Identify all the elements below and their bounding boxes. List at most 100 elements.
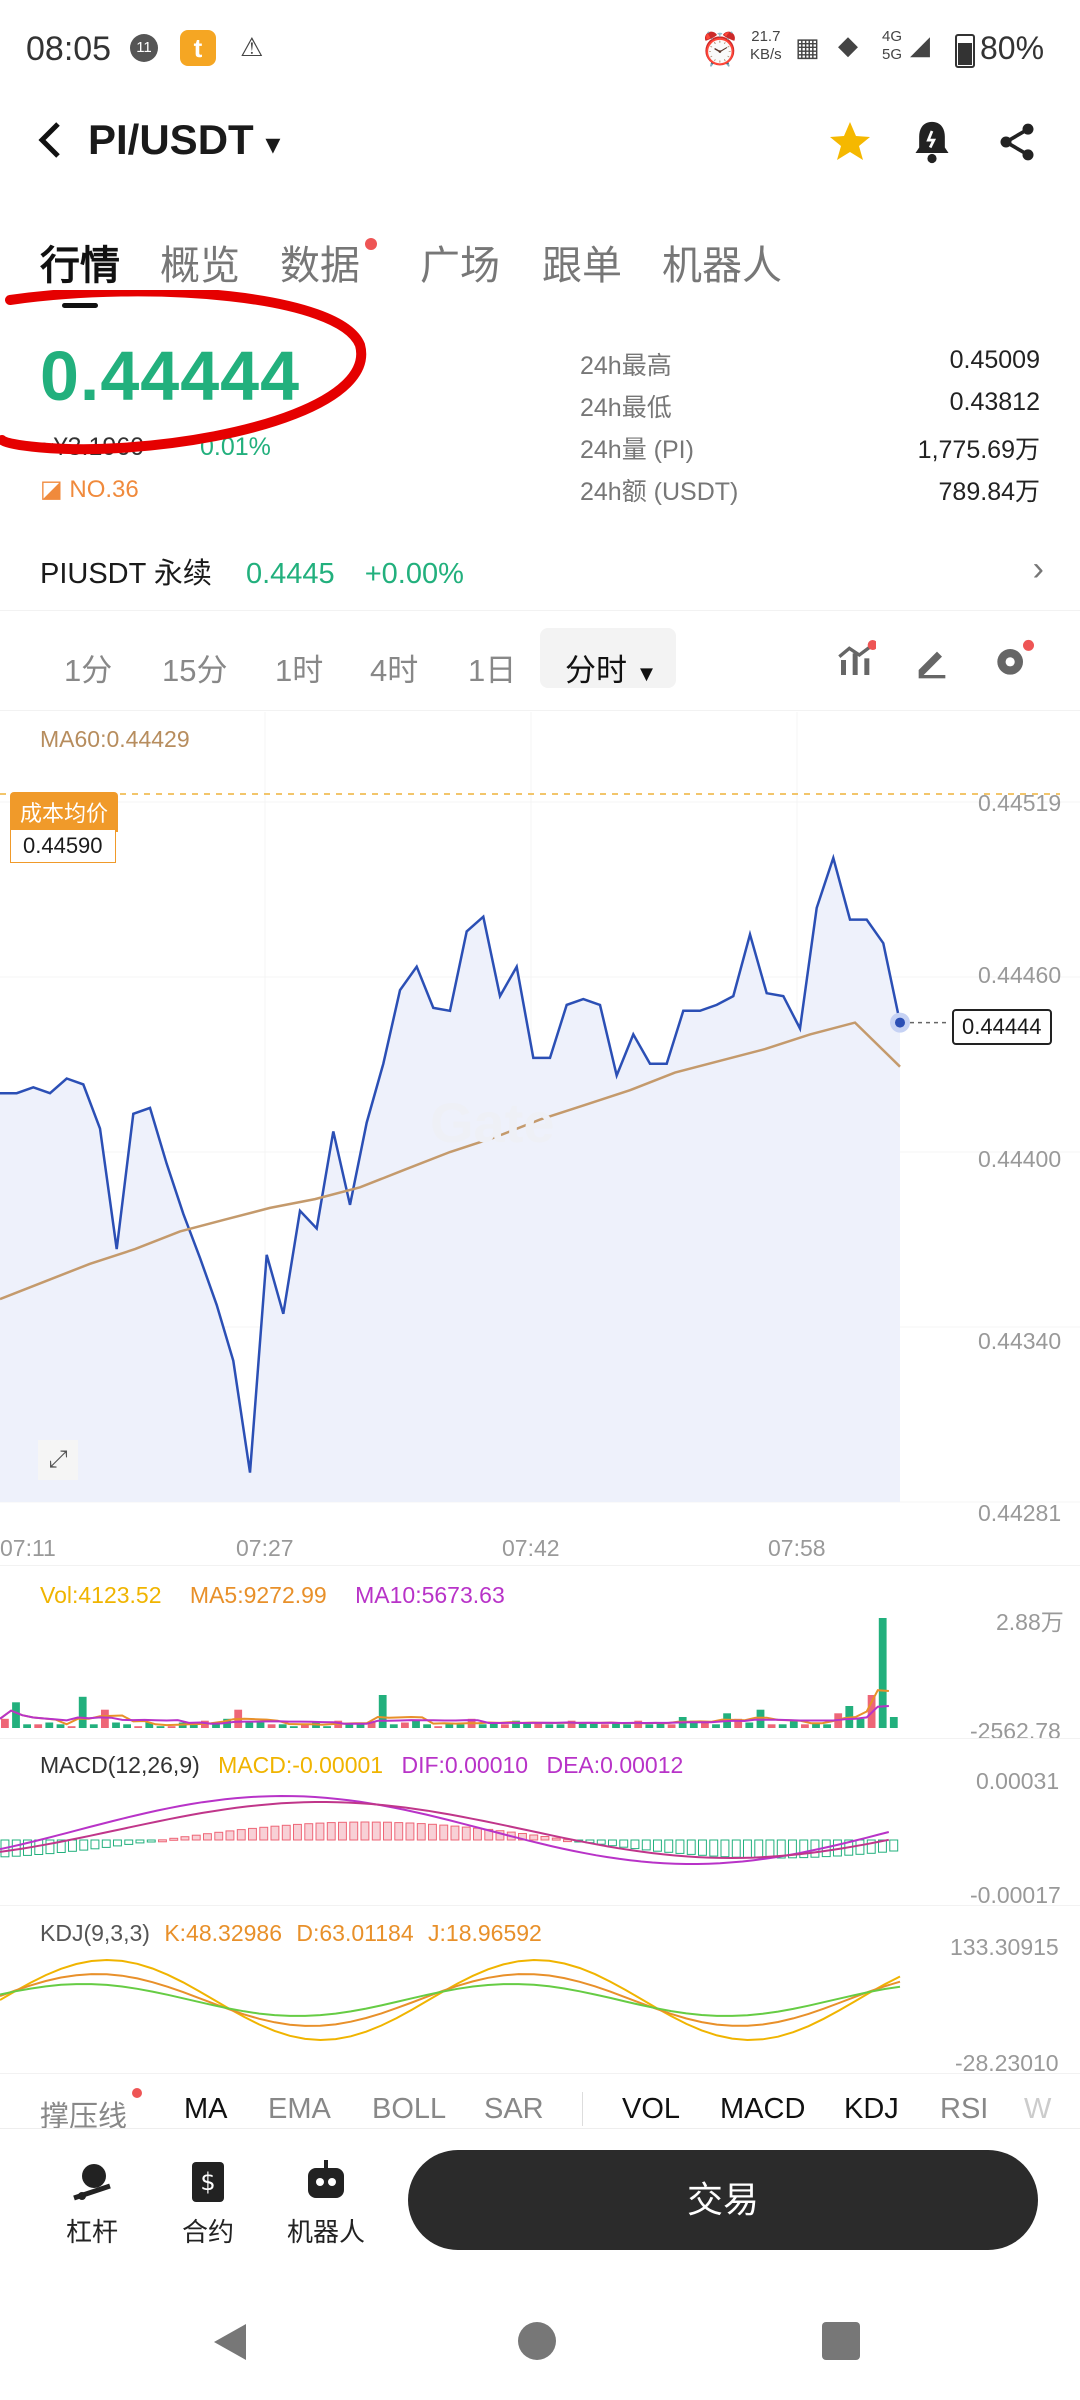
divider [0, 2073, 1080, 2074]
volume-bar [567, 1720, 576, 1728]
indicator-chart-icon[interactable] [836, 640, 878, 685]
draw-pen-icon[interactable] [912, 640, 952, 685]
trade-button[interactable]: 交易 [408, 2150, 1038, 2250]
volume-bar [856, 1718, 865, 1728]
back-chevron-icon[interactable] [36, 120, 66, 170]
vol-ma10-line [0, 1705, 889, 1725]
tab-market[interactable]: 行情 [40, 244, 120, 288]
perpetual-label: PIUSDT 永续 [40, 558, 212, 590]
bot-robot-icon[interactable] [302, 2158, 350, 2211]
volume-bar [812, 1722, 820, 1728]
price-chart[interactable] [0, 712, 1080, 1532]
tab-square[interactable]: 广场 [420, 244, 500, 288]
notification-count-badge: 11 [130, 34, 158, 62]
chevron-right-icon[interactable]: › [1032, 550, 1044, 588]
clock: 08:05 [26, 30, 112, 68]
indicator-wr[interactable]: W [1024, 2093, 1052, 2125]
divider [0, 1905, 1080, 1906]
interval-timeshare[interactable]: 分时 ▼ [565, 645, 657, 690]
macd-bar [630, 1839, 640, 1850]
macd-bar [90, 1839, 100, 1850]
perpetual-row[interactable]: PIUSDT 永续 0.4445 +0.00% [40, 550, 464, 592]
leverage-icon[interactable] [68, 2158, 116, 2211]
system-recents-icon[interactable] [822, 2322, 860, 2360]
volume-bar [623, 1724, 631, 1728]
macd-bar [146, 1839, 156, 1843]
y-tick: 0.44281 [978, 1500, 1062, 1526]
futures-contract-icon[interactable]: $ [186, 2158, 230, 2211]
indicator-kdj[interactable]: KDJ [844, 2093, 899, 2125]
warning-icon: ⚠ [240, 32, 264, 62]
volume-bar [145, 1722, 154, 1728]
volume-bar [156, 1726, 165, 1728]
macd-legend: MACD(12,26,9) MACD:-0.00001 DIF:0.00010 … [40, 1752, 683, 1779]
volume-bar [656, 1722, 665, 1728]
interval-15m[interactable]: 15分 [162, 653, 228, 688]
indicator-new-dot [132, 2088, 142, 2098]
volume-bar [67, 1726, 76, 1728]
interval-4h[interactable]: 4时 [370, 653, 419, 688]
macd-bar [428, 1823, 437, 1841]
macd-bar [248, 1827, 257, 1841]
expand-chart-icon[interactable]: ⤢ [38, 1440, 78, 1480]
macd-bar [124, 1839, 134, 1845]
pair-title: PI/USDT [88, 116, 254, 163]
price-alert-bell-icon[interactable] [910, 118, 954, 171]
volume-bar [356, 1722, 365, 1728]
macd-bar [551, 1837, 561, 1841]
system-home-icon[interactable] [518, 2322, 556, 2360]
tab-bots[interactable]: 机器人 [662, 244, 782, 288]
macd-bar [304, 1823, 314, 1841]
nav-futures-label[interactable]: 合约 [181, 2217, 234, 2247]
tab-overview[interactable]: 概览 [160, 244, 240, 288]
macd-bar [675, 1839, 685, 1854]
net-speed-unit: KB/s [750, 46, 782, 63]
divider [0, 610, 1080, 611]
system-back-icon[interactable] [210, 2320, 250, 2369]
kdj-chart [0, 1958, 901, 2042]
volume-bar [212, 1722, 220, 1728]
tab-data-new-dot [365, 238, 377, 250]
macd-bar [338, 1821, 347, 1841]
chart-settings-gear-icon[interactable] [990, 638, 1034, 687]
volume-bar [634, 1720, 643, 1728]
favorite-star-icon[interactable] [826, 118, 874, 171]
interval-1d[interactable]: 1日 [468, 653, 517, 688]
macd-bar [101, 1839, 111, 1848]
macd-bar [439, 1824, 449, 1841]
volume-bar [134, 1726, 143, 1728]
macd-bar [135, 1839, 145, 1844]
interval-1m[interactable]: 1分 [64, 653, 113, 688]
macd-bar [641, 1839, 651, 1851]
macd-bar [56, 1839, 66, 1853]
interval-1h[interactable]: 1时 [275, 653, 324, 688]
nav-bot-label[interactable]: 机器人 [286, 2217, 365, 2247]
volume-bar [478, 1724, 487, 1728]
indicator-ma[interactable]: MA [184, 2093, 228, 2125]
tab-data[interactable]: 数据 [280, 244, 360, 288]
volume-bar [245, 1722, 254, 1728]
volume-bar [889, 1717, 898, 1728]
macd-bar [686, 1839, 696, 1855]
share-icon[interactable] [995, 120, 1039, 169]
indicator-sar[interactable]: SAR [484, 2093, 544, 2125]
nav-leverage-label[interactable]: 杠杆 [65, 2217, 118, 2247]
indicator-rsi[interactable]: RSI [940, 2093, 989, 2125]
tab-copy-trade[interactable]: 跟单 [542, 244, 622, 288]
indicator-macd[interactable]: MACD [720, 2093, 806, 2125]
indicator-boll[interactable]: BOLL [372, 2093, 447, 2125]
macd-bar [788, 1839, 797, 1859]
volume-bar [689, 1720, 698, 1728]
stat-high-label: 24h最高 [580, 352, 672, 380]
vol-legend: Vol:4123.52 MA5:9272.99 MA10:5673.63 [40, 1582, 505, 1609]
macd-bar [281, 1824, 291, 1841]
volume-bar [701, 1722, 709, 1728]
pair-selector[interactable]: PI/USDT ▾ [88, 116, 280, 164]
indicator-ema[interactable]: EMA [268, 2093, 331, 2125]
indicator-support-resistance[interactable]: 撑压线 [40, 2101, 128, 2133]
macd-bar [113, 1839, 122, 1847]
macd-bar [709, 1839, 719, 1857]
cost-avg-label: 成本均价 [10, 792, 119, 832]
volume-bar [123, 1724, 131, 1728]
indicator-vol[interactable]: VOL [622, 2093, 681, 2125]
